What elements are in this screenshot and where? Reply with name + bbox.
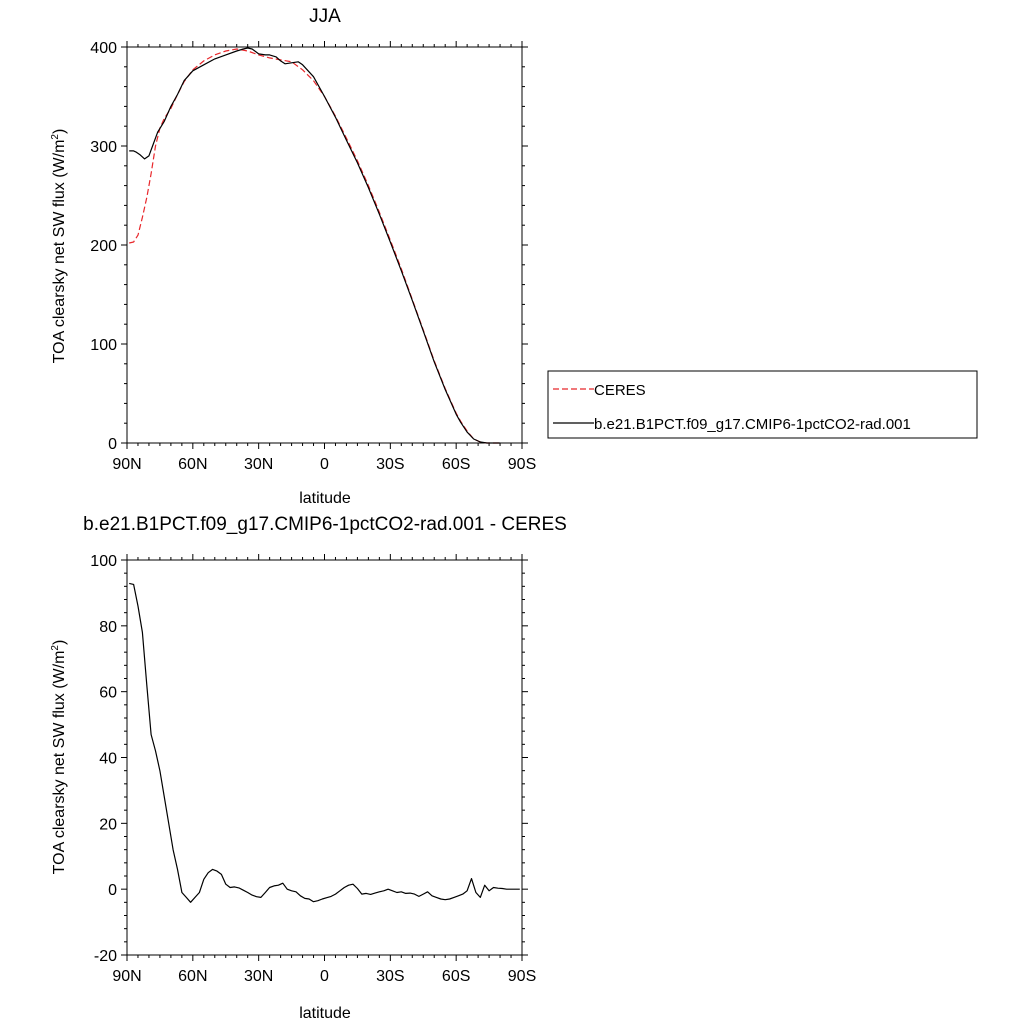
top-x-axis-label: latitude: [299, 490, 351, 507]
bottom-x-tick-label: 30N: [244, 968, 273, 985]
bottom-x-axis-label: latitude: [299, 1005, 351, 1022]
top-y-axis-label-sup: 2: [50, 134, 61, 140]
top-x-tick-label: 30N: [244, 456, 273, 473]
bottom-plot-frame: [126, 559, 523, 956]
bottom-x-tick-label: 60N: [178, 968, 207, 985]
top-y-axis-label-end: ): [51, 129, 68, 134]
top-x-tick-label: 0: [320, 456, 329, 473]
top-x-tick-label: 60S: [442, 456, 470, 473]
top-y-tick-label: 300: [90, 139, 117, 156]
legend-ceres-label: CERES: [594, 382, 646, 399]
top-series-line-model: [129, 47, 501, 444]
bottom-series-line-model: [129, 582, 520, 903]
bottom-y-tick-label: 100: [90, 553, 117, 570]
bottom-y-axis-label-end: ): [51, 640, 68, 645]
bottom-y-tick-label: 0: [108, 882, 117, 899]
bottom-x-tick-label: 30S: [376, 968, 404, 985]
top-y-tick-label: 100: [90, 337, 117, 354]
top-y-axis-label-main: TOA clearsky net SW flux (W/m: [51, 140, 68, 364]
legend-box: [547, 370, 978, 439]
top-series-line-ceres: [129, 48, 501, 444]
bottom-x-tick-label: 0: [320, 968, 329, 985]
bottom-y-tick-label: 40: [99, 751, 117, 768]
bottom-y-axis-label-main: TOA clearsky net SW flux (W/m: [51, 651, 68, 875]
top-y-tick-label: 200: [90, 238, 117, 255]
top-chart-title: JJA: [309, 6, 341, 27]
bottom-x-tick-label: 90N: [112, 968, 141, 985]
top-x-tick-label: 90S: [508, 456, 536, 473]
top-y-tick-label: 400: [90, 40, 117, 57]
bottom-y-tick-label: 80: [99, 619, 117, 636]
top-x-tick-label: 90N: [112, 456, 141, 473]
top-x-tick-label: 60N: [178, 456, 207, 473]
bottom-y-tick-label: -20: [94, 948, 117, 965]
top-x-tick-label: 30S: [376, 456, 404, 473]
top-plot-frame: [126, 46, 523, 444]
bottom-x-tick-label: 90S: [508, 968, 536, 985]
top-y-tick-label: 0: [108, 436, 117, 453]
top-y-axis-label: TOA clearsky net SW flux (W/m2): [50, 129, 68, 364]
bottom-x-tick-label: 60S: [442, 968, 470, 985]
top-panel: JJA latitude TOA clearsky net SW flux (W…: [50, 6, 536, 507]
bottom-y-axis-label: TOA clearsky net SW flux (W/m2): [50, 640, 68, 875]
legend: CERES b.e21.B1PCT.f09_g17.CMIP6-1pctCO2-…: [547, 370, 978, 439]
bottom-panel: b.e21.B1PCT.f09_g17.CMIP6-1pctCO2-rad.00…: [50, 514, 567, 1022]
bottom-y-tick-label: 20: [99, 816, 117, 833]
bottom-y-tick-label: 60: [99, 685, 117, 702]
bottom-y-axis-label-sup: 2: [50, 645, 61, 651]
legend-model-label: b.e21.B1PCT.f09_g17.CMIP6-1pctCO2-rad.00…: [594, 416, 911, 433]
bottom-chart-title: b.e21.B1PCT.f09_g17.CMIP6-1pctCO2-rad.00…: [83, 514, 567, 535]
